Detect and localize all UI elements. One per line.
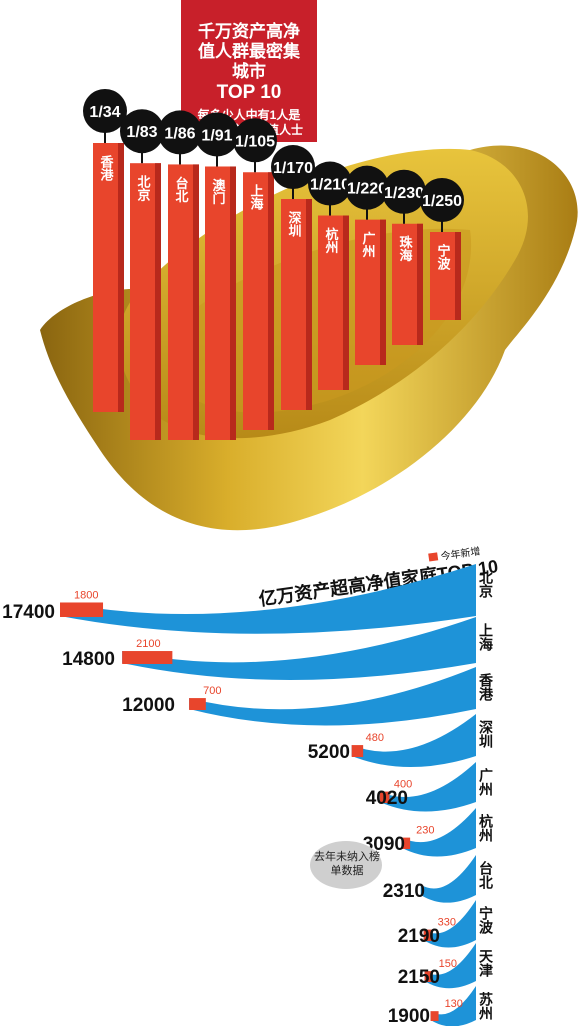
family-new-label: 700 xyxy=(203,685,221,697)
density-value-label: 1/170 xyxy=(273,160,313,177)
density-city-label: 上海 xyxy=(249,184,264,211)
family-bar xyxy=(423,900,476,948)
family-bar xyxy=(430,986,476,1026)
density-marker xyxy=(120,109,164,154)
family-city-label: 杭州 xyxy=(478,813,494,843)
density-bar-shade xyxy=(417,223,423,345)
family-new-segment xyxy=(189,698,206,710)
density-bar-shade xyxy=(155,163,161,440)
family-new-label: 150 xyxy=(439,958,457,970)
family-total-label: 14800 xyxy=(62,649,115,670)
density-city-label: 北京 xyxy=(136,175,151,202)
density-bar-chart: 香港 1/34 北京 1/83 台北 1/86 澳门 1/91 上海 1/105 深圳 1/170 杭州… xyxy=(83,89,464,441)
density-bar-shade xyxy=(118,143,124,412)
family-total-label: 12000 xyxy=(122,695,175,716)
family-new-segment xyxy=(122,651,173,664)
family-total-label: 1900 xyxy=(388,1006,430,1026)
family-total-label: 2190 xyxy=(398,926,440,947)
density-value-label: 1/34 xyxy=(89,104,120,121)
family-new-label: 480 xyxy=(366,732,384,744)
density-bar-shade xyxy=(230,166,236,440)
density-bar-shade xyxy=(380,219,386,365)
density-value-label: 1/83 xyxy=(126,124,157,141)
family-city-label: 深圳 xyxy=(478,719,494,749)
family-total-label: 5200 xyxy=(308,742,350,763)
family-bar xyxy=(379,762,476,812)
density-city-label: 台北 xyxy=(174,176,189,204)
density-city-label: 宁波 xyxy=(436,243,451,271)
density-value-label: 1/86 xyxy=(164,125,195,142)
family-new-segment xyxy=(424,971,433,982)
family-new-label: 230 xyxy=(416,825,434,837)
density-marker xyxy=(83,89,127,133)
headline-top10: TOP 10 xyxy=(216,82,282,103)
density-value-label: 1/105 xyxy=(235,133,275,150)
family-city-label: 台北 xyxy=(478,860,494,890)
density-marker xyxy=(233,118,277,163)
density-value-label: 1/230 xyxy=(384,185,424,202)
family-city-label: 苏州 xyxy=(478,991,494,1021)
family-new-label: 400 xyxy=(394,779,412,791)
family-total-label: 4020 xyxy=(366,788,408,809)
family-bar xyxy=(351,714,476,768)
density-marker xyxy=(345,165,389,210)
family-total-label: 17400 xyxy=(2,602,55,623)
density-bar-shade xyxy=(268,172,274,430)
family-new-label: 330 xyxy=(438,917,456,929)
family-bar xyxy=(122,617,476,680)
family-new-segment xyxy=(430,1011,439,1021)
family-new-segment xyxy=(423,929,432,941)
density-city-label: 珠海 xyxy=(398,235,413,263)
family-new-label: 2100 xyxy=(136,638,160,650)
family-bar xyxy=(424,943,476,989)
density-city-label: 香港 xyxy=(99,154,115,182)
headline-title: 千万资产高净值人群最密集城市 xyxy=(198,22,300,81)
family-bar xyxy=(189,667,476,726)
family-bar xyxy=(60,564,476,634)
density-marker xyxy=(195,112,239,157)
density-marker xyxy=(420,178,464,222)
note-bubble xyxy=(310,841,382,889)
density-marker xyxy=(158,110,202,155)
family-city-label: 宁波 xyxy=(478,905,494,935)
density-city-label: 澳门 xyxy=(211,178,226,206)
family-new-segment xyxy=(402,837,411,849)
density-bar-shade xyxy=(306,199,312,410)
density-city-label: 杭州 xyxy=(324,227,340,255)
density-marker xyxy=(308,161,352,206)
family-city-label: 天津 xyxy=(478,949,494,978)
family-new-label: 1800 xyxy=(74,589,98,601)
density-value-label: 1/210 xyxy=(310,177,350,194)
density-value-label: 1/250 xyxy=(422,193,462,210)
family-total-label: 2150 xyxy=(398,967,440,988)
family-bar xyxy=(420,855,476,903)
density-marker xyxy=(271,145,315,190)
density-value-label: 1/91 xyxy=(201,127,232,144)
density-bar-shade xyxy=(193,164,199,441)
family-total-label: 2310 xyxy=(383,881,425,902)
density-marker xyxy=(382,169,426,214)
family-city-label: 北京 xyxy=(478,570,494,599)
families-bar-chart: 1800 17400 北京 2100 14800 上海 700 12000 香港 480 5200 深… xyxy=(2,564,494,1026)
legend-swatch-new xyxy=(428,552,439,562)
family-new-segment xyxy=(60,602,104,617)
family-new-label: 130 xyxy=(445,998,463,1010)
density-bar-shade xyxy=(343,215,349,390)
family-bar xyxy=(402,808,476,857)
note-text: 去年未纳入榜单数据 xyxy=(314,851,380,877)
density-city-label: 深圳 xyxy=(287,210,302,238)
family-city-label: 广州 xyxy=(478,767,494,797)
density-city-label: 广州 xyxy=(361,231,377,259)
family-city-label: 上海 xyxy=(478,623,494,652)
density-value-label: 1/220 xyxy=(347,181,387,198)
density-bar-shade xyxy=(455,232,461,320)
family-new-segment xyxy=(351,745,364,757)
family-city-label: 香港 xyxy=(478,672,494,702)
family-new-segment xyxy=(379,791,390,803)
